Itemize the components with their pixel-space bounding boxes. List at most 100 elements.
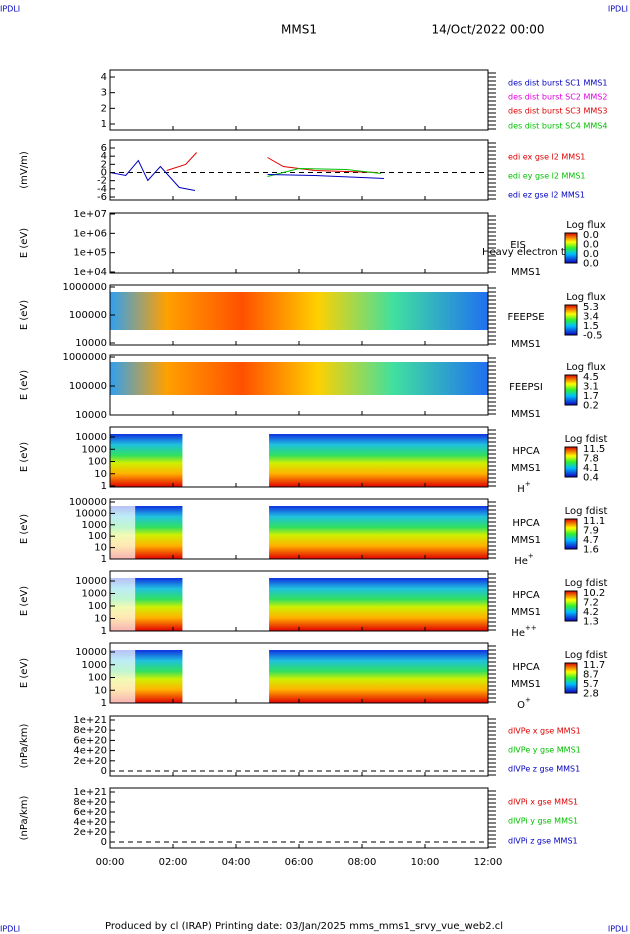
y-tick-label: 10 [94,685,107,696]
y-axis-label: (mV/m) [19,151,30,189]
corner-label: IPDLI [608,925,628,934]
instrument-label: HPCA [512,590,540,601]
y-tick-label: 2 [101,103,107,114]
y-tick-label: 4 [101,72,107,83]
y-tick-label: 1 [101,119,107,130]
y-tick-label: 1 [101,698,107,709]
y-tick-label: 1000 [82,444,107,455]
colorbar-label: 5.7 [583,679,599,690]
data-gap [182,571,270,631]
trace [166,152,197,171]
y-tick-label: 100000 [69,497,107,508]
colorbar-label: 4.7 [583,535,599,546]
y-tick-label: 8e+20 [73,725,107,736]
y-tick-label: 0 [101,168,107,179]
y-tick-label: 1e+05 [73,248,107,259]
spacecraft-label: MMS1 [511,463,541,474]
data-gap [182,427,270,487]
y-tick-label: -6 [97,192,107,203]
colorbar-label: 8.7 [583,670,599,681]
instrument-label: FEEPSI [509,382,543,393]
species-label: He++ [511,624,537,639]
y-tick-label: 100 [88,457,107,468]
y-tick-label: 1e+21 [73,715,107,726]
colorbar-label: 0.0 [583,230,599,241]
colorbar-title: Log fdist [565,650,608,661]
species-base: He [514,556,528,567]
y-tick-label: 10000 [75,338,107,349]
spacecraft-label: MMS1 [511,607,541,618]
colorbar-label: 10.2 [583,588,605,599]
legend-entry: dlVPi y gse MMS1 [508,817,578,826]
legend-entry: edi ey gse l2 MMS1 [508,172,586,181]
y-tick-label: 0 [101,766,107,777]
title: MMS1 [281,23,317,37]
y-tick-label: 10 [94,614,107,625]
colorbar [564,662,578,694]
colorbar-label: 2.8 [583,689,599,700]
colorbar-label: 7.9 [583,526,599,537]
legend-entry: des dist burst SC3 MMS3 [508,107,607,116]
x-tick-label: 04:00 [222,857,251,868]
colorbar-label: 3.1 [583,382,599,393]
colorbar-label: 5.3 [583,302,599,313]
colorbar-label: 1.6 [583,545,599,556]
trace [267,157,378,173]
y-tick-label: 100 [88,531,107,542]
colorbar-label: 0.2 [583,401,599,412]
corner-label: IPDLI [608,5,628,14]
y-axis-label: (nPa/km) [19,724,30,769]
y-tick-label: 1000000 [62,352,107,363]
y-tick-label: 8e+20 [73,797,107,808]
y-tick-label: 100 [88,673,107,684]
y-tick-label: 10000 [75,508,107,519]
corner-label: IPDLI [0,5,20,14]
y-axis-label: E (eV) [19,300,30,330]
species-label: He+ [514,552,534,567]
colorbar [564,446,578,478]
colorbar-label: -0.5 [583,331,603,342]
y-tick-label: 1 [101,554,107,565]
colorbar-label: 11.1 [583,516,605,527]
x-tick-label: 08:00 [348,857,377,868]
legend-entry: dlVPe y gse MMS1 [508,746,581,755]
legend-entry: dlVPi z gse MMS1 [508,837,578,846]
colorbar-label: 0.0 [583,259,599,270]
y-tick-label: 2e+20 [73,827,107,838]
colorbar-label: 1.7 [583,391,599,402]
y-tick-label: -4 [97,184,107,195]
panel-frame [109,715,489,777]
colorbar-label: 0.0 [583,240,599,251]
data-gap [182,499,270,559]
colorbar-title: Log flux [566,220,606,231]
y-tick-label: 6e+20 [73,807,107,818]
y-tick-label: 1e+21 [73,787,107,798]
x-tick-label: 10:00 [411,857,440,868]
y-tick-label: 10 [94,469,107,480]
species-charge: + [528,552,534,560]
spacecraft-label: MMS1 [511,267,541,278]
y-tick-label: -2 [97,176,107,187]
instrument-label: HPCA [512,446,540,457]
species-label: O+ [517,696,531,711]
y-tick-label: 1 [101,626,107,637]
y-tick-label: 1e+06 [73,228,107,239]
species-base: He [511,628,525,639]
x-tick-label: 06:00 [285,857,314,868]
y-tick-label: 10000 [75,576,107,587]
colorbar-label: 4.1 [583,463,599,474]
date: 14/Oct/2022 00:00 [431,23,544,37]
colorbar-label: 1.5 [583,321,599,332]
legend-entry: edi ez gse l2 MMS1 [508,191,585,200]
spectrogram [110,292,488,330]
y-tick-label: 1 [101,481,107,492]
y-tick-label: 10 [94,543,107,554]
species-charge: ++ [525,624,537,632]
colorbar-label: 4.2 [583,607,599,618]
species-label: H+ [517,480,531,495]
panel-frame [109,69,489,131]
y-tick-label: 6 [101,143,107,154]
species-charge: + [525,696,531,704]
legend-entry: des dist burst SC2 MMS2 [508,93,607,102]
spectrogram [110,578,488,631]
